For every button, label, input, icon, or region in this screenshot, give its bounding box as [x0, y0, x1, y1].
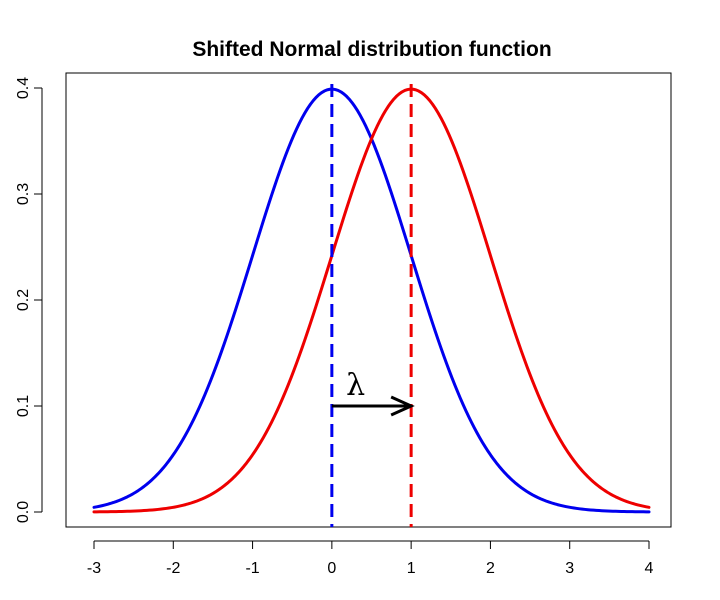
x-tick-label: 2	[486, 560, 495, 577]
x-tick-label: 1	[407, 560, 416, 577]
y-tick-label: 0.3	[15, 183, 32, 205]
y-tick-label: 0.4	[15, 77, 32, 99]
red-curve	[92, 87, 651, 514]
mean-lines	[330, 84, 413, 527]
y-tick-label: 0.2	[15, 289, 32, 311]
x-tick-label: -2	[166, 560, 180, 577]
x-tick-label: 4	[645, 560, 654, 577]
plot-frame	[65, 72, 672, 528]
lambda-label: λ	[346, 368, 365, 403]
x-tick-label: 3	[565, 560, 574, 577]
y-tick-label: 0.1	[15, 395, 32, 417]
shift-arrow-head	[390, 395, 415, 417]
axes: -3 -2 -1 0 1 2 3 4 0.0 0.1 0.2 0.3 0.4	[15, 77, 654, 577]
x-tick-label: -3	[87, 560, 101, 577]
x-tick-label: -1	[245, 560, 259, 577]
x-tick-label: 0	[327, 560, 336, 577]
annotations: λ	[331, 368, 415, 417]
chart-title: Shifted Normal distribution function	[192, 38, 551, 61]
curves	[92, 87, 651, 514]
y-tick-label: 0.0	[15, 501, 32, 523]
